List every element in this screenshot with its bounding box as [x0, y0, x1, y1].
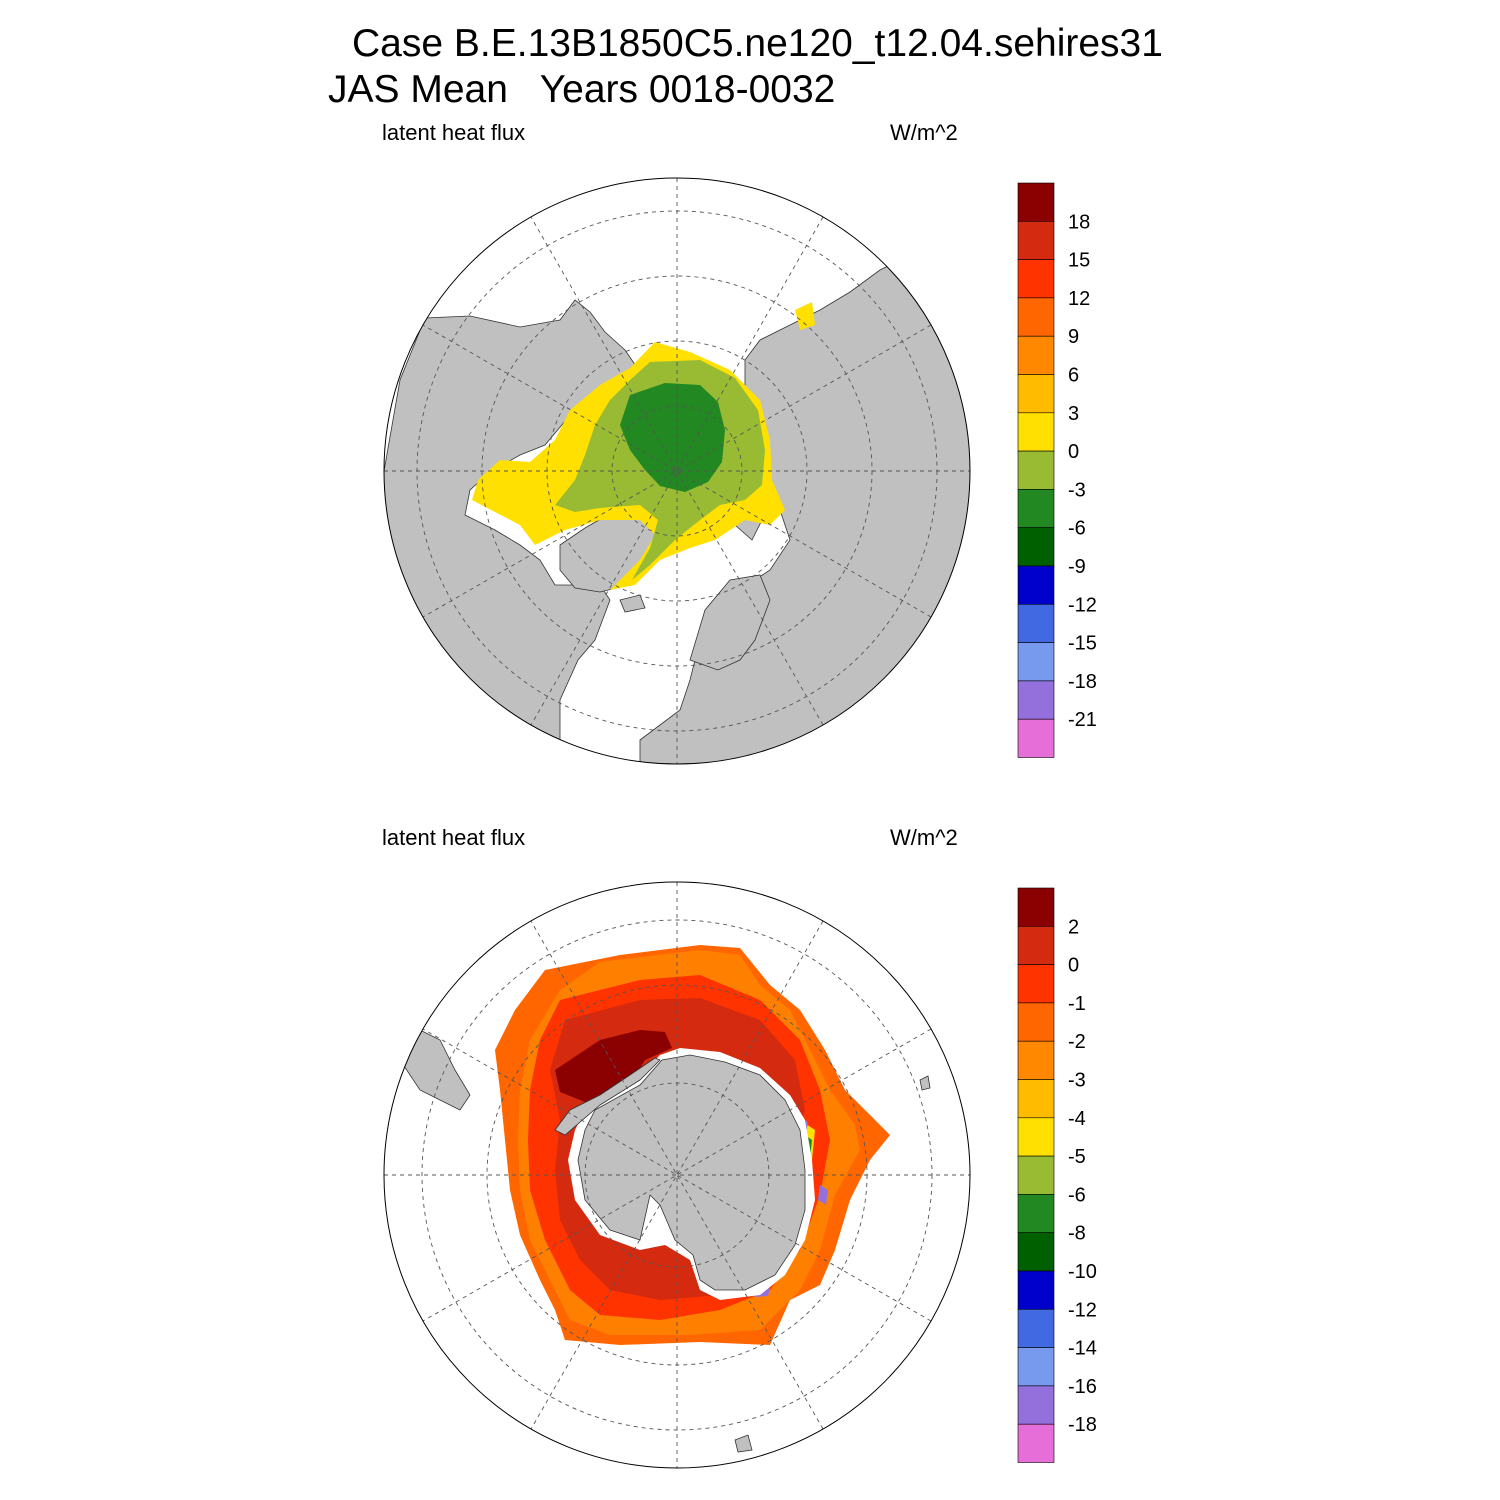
colorbar-swatch — [1017, 718, 1055, 758]
south-variable-label: latent heat flux — [382, 825, 526, 850]
colorbar-tick-label: -3 — [1068, 1070, 1086, 1092]
colorbar-tick-label: -21 — [1068, 709, 1097, 731]
colorbar-tick-label: -18 — [1068, 1414, 1097, 1436]
colorbar-tick-label: 2 — [1068, 916, 1079, 938]
south-units-label: W/m^2 — [890, 825, 958, 850]
north-land — [384, 249, 970, 764]
colorbar-tick-label: -12 — [1068, 1299, 1097, 1321]
colorbar-swatch — [1017, 374, 1055, 414]
north-units-label: W/m^2 — [890, 120, 958, 145]
colorbar-swatch — [1017, 182, 1055, 222]
colorbar-swatch — [1017, 1385, 1055, 1425]
north-variable-label: latent heat flux — [382, 120, 526, 145]
colorbar-swatch — [1017, 925, 1055, 965]
colorbar-swatch — [1017, 1040, 1055, 1080]
colorbar-swatch — [1017, 1423, 1055, 1463]
colorbar-swatch — [1017, 1232, 1055, 1272]
colorbar-tick-label: 18 — [1068, 211, 1090, 233]
colorbar-swatch — [1017, 964, 1055, 1004]
colorbar-swatch — [1017, 680, 1055, 720]
colorbar-tick-label: 0 — [1068, 955, 1079, 977]
colorbar-tick-label: -14 — [1068, 1338, 1097, 1360]
colorbar-swatch — [1017, 1079, 1055, 1119]
colorbar-tick-label: -10 — [1068, 1261, 1097, 1283]
colorbar-tick-label: -1 — [1068, 993, 1086, 1015]
colorbar-tick-label: 6 — [1068, 365, 1079, 387]
south-graticule — [384, 882, 970, 1468]
south-colorbar: 2 0 -1 -2 -3 -4 -5 -6 -8 -10 -12 -14 -16 -18 — [1017, 887, 1097, 1463]
colorbar-swatch — [1017, 1002, 1055, 1042]
colorbar-swatch — [1017, 642, 1055, 682]
colorbar-tick-label: -6 — [1068, 518, 1086, 540]
colorbar-tick-label: -15 — [1068, 633, 1097, 655]
colorbar-tick-label: 0 — [1068, 441, 1079, 463]
colorbar-tick-label: -3 — [1068, 479, 1086, 501]
north-map-border — [383, 177, 971, 765]
colorbar-swatch — [1017, 1347, 1055, 1387]
colorbar-swatch — [1017, 1194, 1055, 1234]
north-polar-map — [383, 177, 971, 765]
colorbar-swatch — [1017, 1309, 1055, 1348]
colorbar-swatch — [1017, 887, 1055, 927]
colorbar-swatch — [1017, 297, 1055, 337]
colorbar-swatch — [1017, 450, 1055, 490]
colorbar-tick-label: 9 — [1068, 326, 1079, 348]
colorbar-swatch — [1017, 335, 1055, 375]
colorbar-swatch — [1017, 489, 1055, 528]
north-graticule — [384, 178, 970, 764]
colorbar-tick-label: -9 — [1068, 556, 1086, 578]
figure-case-title: Case B.E.13B1850C5.ne120_t12.04.sehires3… — [352, 22, 1163, 65]
colorbar-tick-label: -18 — [1068, 671, 1097, 693]
colorbar-tick-label: 3 — [1068, 403, 1079, 425]
colorbar-swatch — [1017, 259, 1055, 299]
colorbar-swatch — [1017, 527, 1055, 567]
colorbar-tick-label: -16 — [1068, 1376, 1097, 1398]
colorbar-tick-label: -8 — [1068, 1223, 1086, 1245]
colorbar-tick-label: -12 — [1068, 594, 1097, 616]
colorbar-swatch — [1017, 412, 1055, 452]
colorbar-tick-label: -2 — [1068, 1031, 1086, 1053]
colorbar-tick-label: 12 — [1068, 288, 1090, 310]
figure-period-title: JAS Mean Years 0018-0032 — [328, 68, 836, 111]
north-flux-field — [472, 302, 815, 590]
colorbar-tick-label: -5 — [1068, 1146, 1086, 1168]
south-land — [399, 1029, 931, 1453]
south-polar-map — [383, 881, 971, 1469]
south-map-border — [383, 881, 971, 1469]
colorbar-tick-label: 15 — [1068, 250, 1090, 272]
colorbar-swatch — [1017, 603, 1055, 643]
colorbar-swatch — [1017, 1270, 1055, 1310]
colorbar-swatch — [1017, 1155, 1055, 1195]
north-colorbar: 18 15 12 9 6 3 0 -3 -6 -9 -12 -15 -18 -21 — [1017, 182, 1097, 758]
colorbar-swatch — [1017, 565, 1055, 605]
colorbar-swatch — [1017, 221, 1055, 260]
colorbar-tick-label: -6 — [1068, 1184, 1086, 1206]
colorbar-swatch — [1017, 1117, 1055, 1157]
colorbar-tick-label: -4 — [1068, 1108, 1086, 1130]
